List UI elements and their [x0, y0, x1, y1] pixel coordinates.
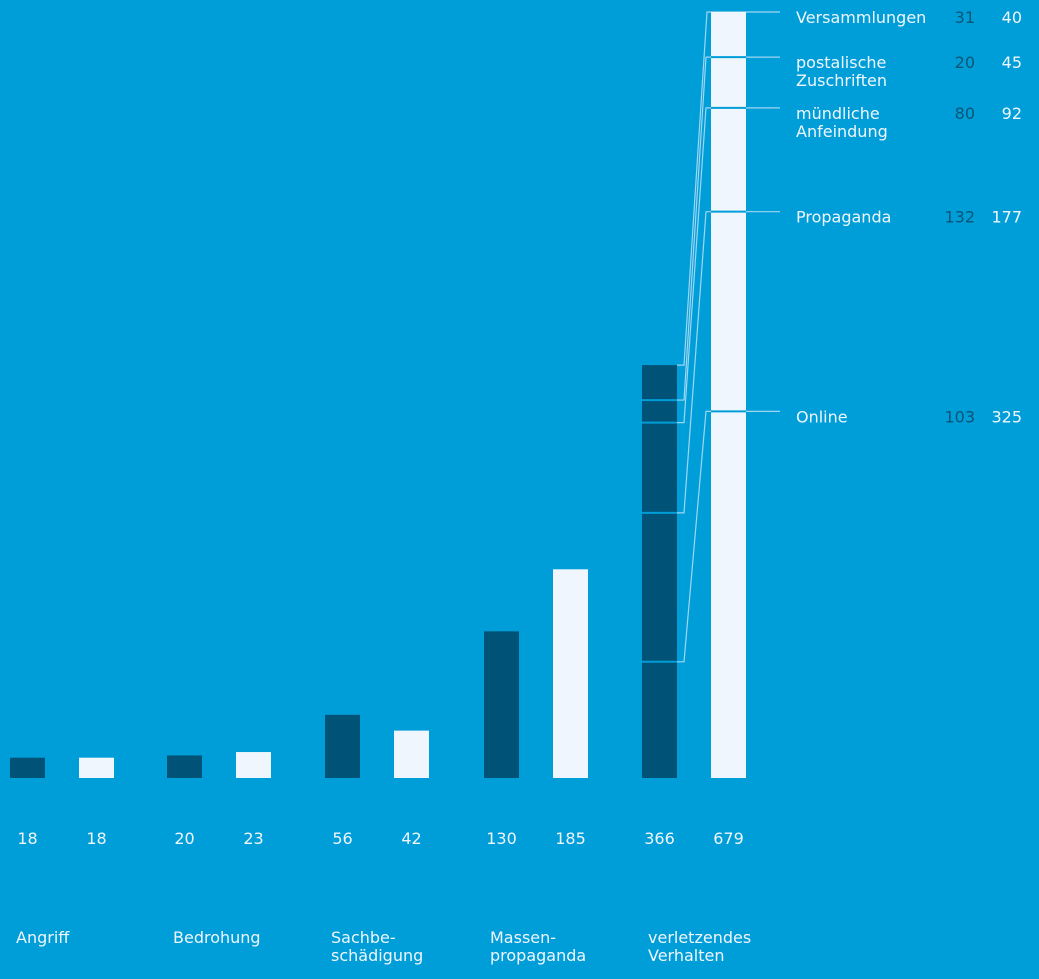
- segment-label: postalische Zuschriften: [796, 53, 887, 90]
- segment-value-b: 40: [1002, 8, 1022, 27]
- segment-label: Versammlungen: [796, 8, 926, 27]
- value-label: 366: [644, 829, 675, 848]
- value-label: 56: [332, 829, 352, 848]
- value-label: 18: [17, 829, 37, 848]
- bar-a-1: [167, 755, 202, 778]
- segment-value-b: 177: [991, 208, 1022, 227]
- category-label: Massen-propaganda: [490, 928, 586, 965]
- bar-a-2: [325, 714, 360, 778]
- value-label: 42: [401, 829, 421, 848]
- value-label: 20: [174, 829, 194, 848]
- bar-b-4: [711, 12, 746, 778]
- bar-a-3: [484, 631, 519, 778]
- value-labels: 18 18 20 23 56 42 130 185 366 679: [17, 829, 743, 848]
- segment-value-a: 103: [944, 407, 975, 426]
- segment-value-a: 132: [944, 208, 975, 227]
- value-label: 185: [555, 829, 586, 848]
- value-label: 130: [486, 829, 517, 848]
- bar-b-3: [553, 569, 588, 778]
- segment-label: Propaganda: [796, 208, 891, 227]
- value-label: 23: [243, 829, 263, 848]
- category-label: Sachbe-schädigung: [331, 928, 423, 965]
- segment-value-a: 80: [955, 104, 975, 123]
- segment-label: mündliche Anfeindung: [796, 104, 888, 141]
- segment-dividers: [642, 56, 746, 663]
- category-labels: Angriff Bedrohung Sachbe-schädigung Massen-…: [16, 928, 751, 965]
- segment-label: Online: [796, 407, 848, 426]
- bar-a-0: [10, 757, 45, 778]
- breakdown-labels: Online 103 325 Propaganda 132 177 mündliche Anf…: [796, 8, 1022, 426]
- category-label: Bedrohung: [173, 928, 261, 947]
- value-label: 679: [713, 829, 744, 848]
- category-label: verletzendes Verhalten: [648, 928, 751, 965]
- bar-b-1: [236, 752, 271, 778]
- bars: [10, 12, 746, 778]
- segment-value-a: 31: [955, 8, 975, 27]
- bar-b-2: [394, 730, 429, 778]
- bar-b-0: [79, 757, 114, 778]
- segment-value-b: 92: [1002, 104, 1022, 123]
- segment-value-a: 20: [955, 53, 975, 72]
- segment-value-b: 45: [1002, 53, 1022, 72]
- value-label: 18: [86, 829, 106, 848]
- segment-value-b: 325: [991, 407, 1022, 426]
- category-label: Angriff: [16, 928, 70, 947]
- bar-a-4: [642, 365, 677, 778]
